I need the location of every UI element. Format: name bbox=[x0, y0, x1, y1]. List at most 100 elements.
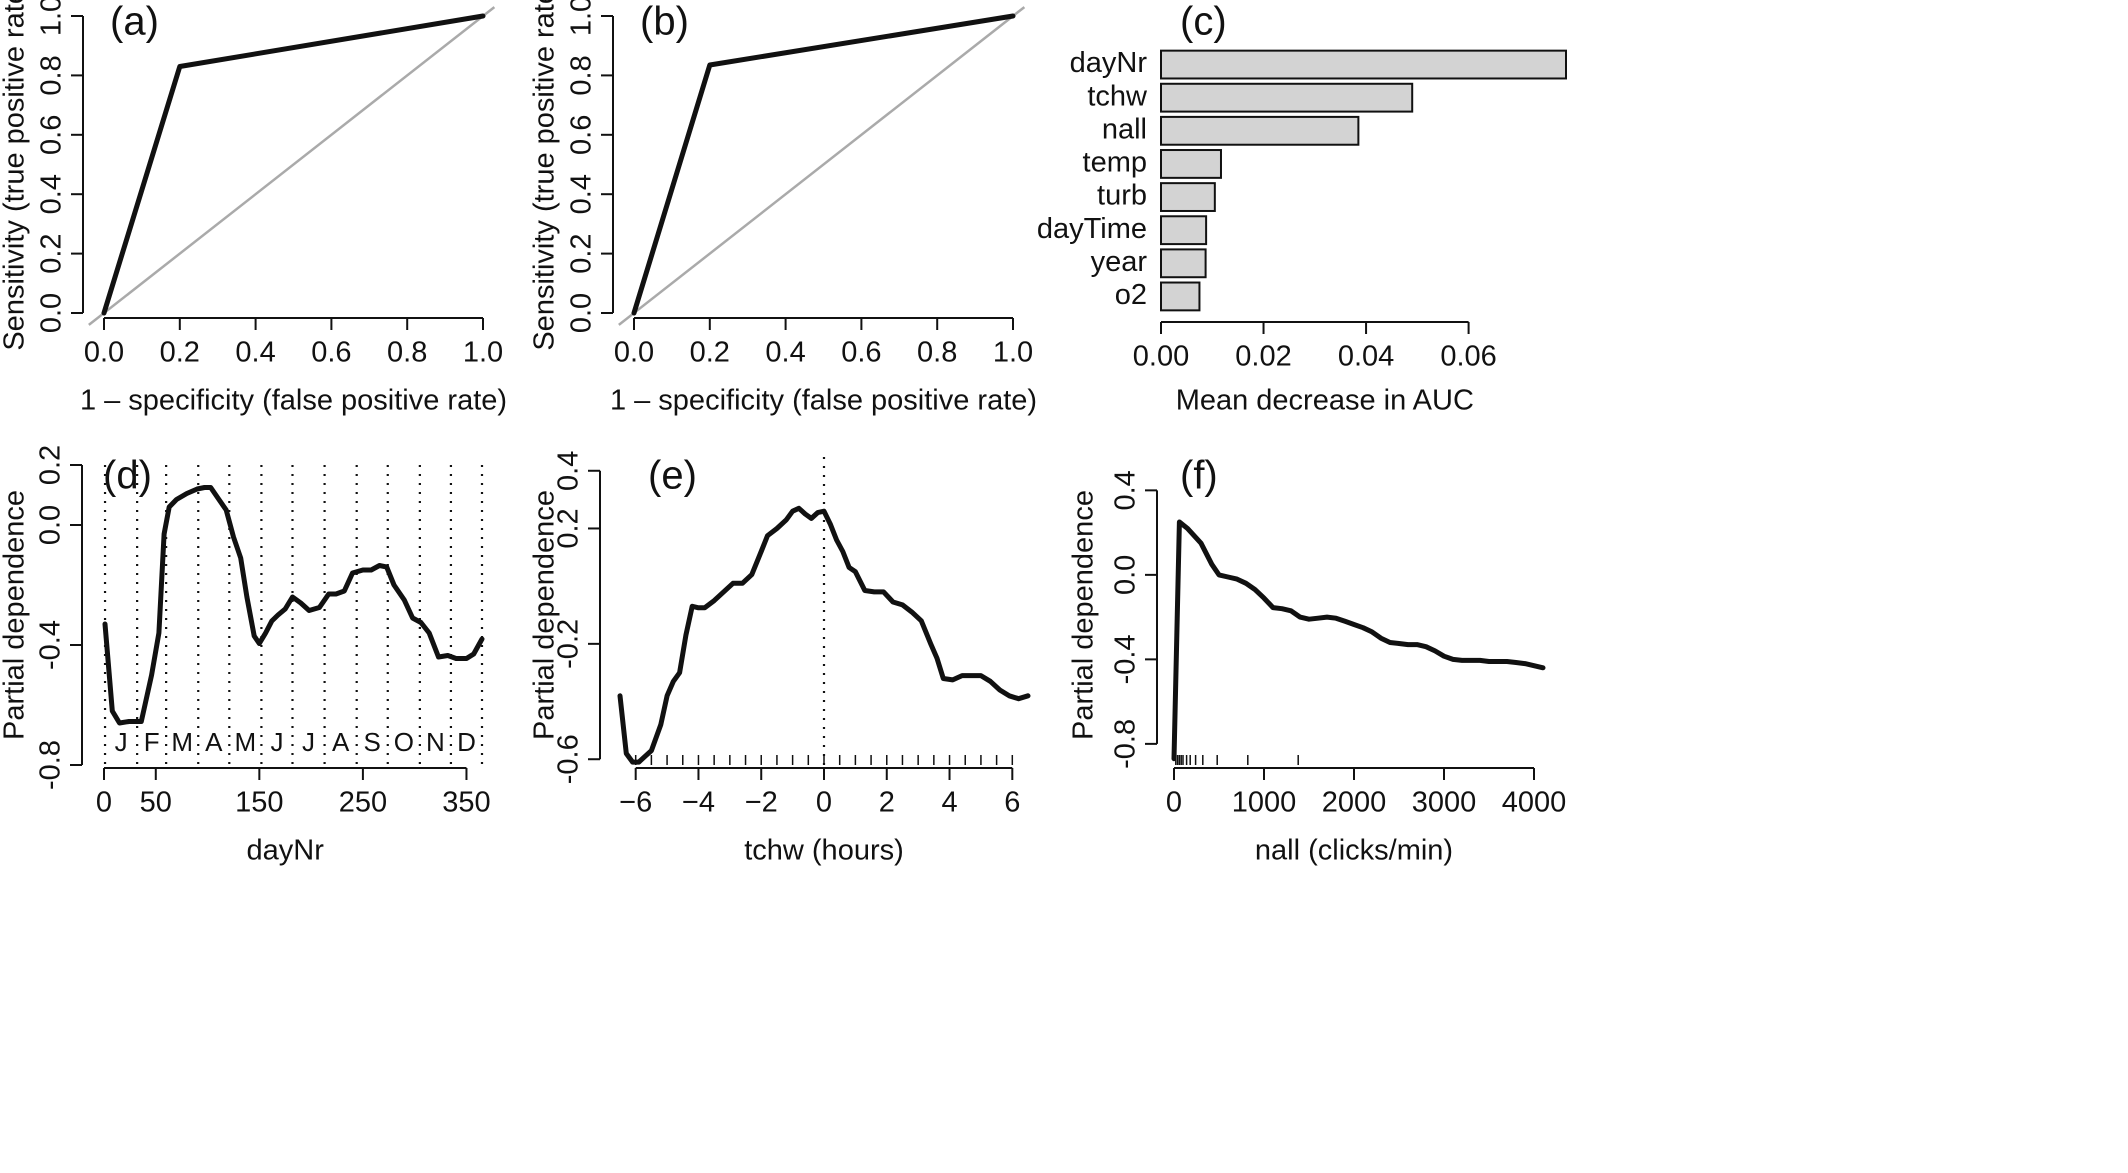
x-tick-label: 50 bbox=[140, 787, 172, 819]
panel-label: (b) bbox=[640, 0, 689, 44]
month-label: J bbox=[115, 727, 128, 757]
panel-label: (c) bbox=[1180, 0, 1227, 44]
y-tick-label: 1.0 bbox=[36, 0, 68, 36]
x-tick-label: 0.4 bbox=[235, 337, 275, 369]
category-label: tchw bbox=[1087, 80, 1148, 112]
bar-o2 bbox=[1160, 281, 1201, 312]
y-tick-label: 0.4 bbox=[36, 174, 68, 214]
month-label: M bbox=[171, 727, 193, 757]
roc-curve bbox=[101, 13, 486, 316]
roc-curve bbox=[631, 13, 1016, 316]
category-label: dayTime bbox=[1037, 213, 1147, 245]
y-tick-label: 0.6 bbox=[36, 115, 68, 155]
y-tick-label: 0.2 bbox=[35, 445, 67, 485]
panel-label: (e) bbox=[648, 454, 697, 498]
y-axis-label: Partial dependence bbox=[0, 490, 31, 740]
bar-dayTime bbox=[1160, 215, 1208, 246]
y-tick-label: -0.8 bbox=[1110, 719, 1142, 769]
month-label: J bbox=[270, 727, 283, 757]
x-tick-label: 0.06 bbox=[1440, 341, 1496, 373]
y-tick-label: -0.2 bbox=[553, 619, 585, 669]
x-tick-label: 0.0 bbox=[614, 337, 654, 369]
y-tick-label: 1.0 bbox=[566, 0, 598, 36]
y-tick-label: -0.4 bbox=[1110, 634, 1142, 684]
x-tick-label: 0.4 bbox=[765, 337, 805, 369]
y-axis-label: Partial dependence bbox=[529, 490, 561, 740]
x-tick-label: 2 bbox=[879, 787, 895, 819]
category-label: nall bbox=[1102, 113, 1147, 145]
bar-year bbox=[1160, 248, 1207, 279]
x-tick-label: 1.0 bbox=[463, 337, 503, 369]
month-label: A bbox=[205, 727, 223, 757]
y-tick-label: 0.4 bbox=[566, 174, 598, 214]
x-tick-label: 0 bbox=[816, 787, 832, 819]
y-tick-label: -0.8 bbox=[35, 740, 67, 790]
x-tick-label: 1000 bbox=[1232, 787, 1297, 819]
panel-label: (f) bbox=[1180, 454, 1218, 498]
panel-label: (d) bbox=[103, 454, 152, 498]
x-tick-label: 350 bbox=[442, 787, 490, 819]
y-tick-label: 0.8 bbox=[566, 55, 598, 95]
x-tick-label: 0.2 bbox=[690, 337, 730, 369]
panel-a: 0.0 0.2 0.4 0.6 0.8 1.00.00.20.40.60.81.0Sens… bbox=[0, 0, 507, 417]
y-tick-label: -0.6 bbox=[553, 734, 585, 784]
diagonal-reference-line bbox=[618, 6, 1026, 326]
x-axis-label: Mean decrease in AUC bbox=[1176, 385, 1474, 417]
month-label: A bbox=[332, 727, 350, 757]
x-tick-label: 3000 bbox=[1412, 787, 1477, 819]
month-label: N bbox=[426, 727, 445, 757]
y-tick-label: 0.2 bbox=[566, 233, 598, 273]
category-label: o2 bbox=[1115, 279, 1147, 311]
panel-label: (a) bbox=[110, 0, 159, 44]
y-tick-label: 0.4 bbox=[553, 451, 585, 491]
y-tick-label: 0.4 bbox=[1110, 470, 1142, 510]
x-tick-label: 0.04 bbox=[1338, 341, 1394, 373]
x-tick-label: 4000 bbox=[1502, 787, 1567, 819]
month-label: M bbox=[235, 727, 257, 757]
x-tick-label: 6 bbox=[1004, 787, 1020, 819]
y-axis-label: Sensitivity (true positive rate) bbox=[529, 0, 561, 351]
partial-dependence-curve bbox=[1171, 519, 1546, 762]
y-tick-label: 0.2 bbox=[36, 233, 68, 273]
y-tick-label: -0.4 bbox=[35, 620, 67, 670]
panel-b: 0.0 0.2 0.4 0.6 0.8 1.00.00.20.40.60.81.0Sens… bbox=[529, 0, 1037, 417]
x-tick-label: −4 bbox=[682, 787, 715, 819]
category-label: turb bbox=[1097, 180, 1147, 212]
x-tick-label: −2 bbox=[745, 787, 778, 819]
month-label: O bbox=[394, 727, 414, 757]
category-label: dayNr bbox=[1070, 47, 1148, 79]
month-label: J bbox=[302, 727, 315, 757]
y-tick-label: 0.0 bbox=[36, 293, 68, 333]
x-tick-label: 0.00 bbox=[1133, 341, 1189, 373]
x-tick-label: 0.6 bbox=[311, 337, 351, 369]
x-axis-label: nall (clicks/min) bbox=[1255, 835, 1453, 867]
bar-tchw bbox=[1160, 82, 1414, 113]
x-axis-label: 1 – specificity (false positive rate) bbox=[80, 385, 507, 417]
x-tick-label: −6 bbox=[619, 787, 652, 819]
bar-nall bbox=[1160, 115, 1360, 146]
x-tick-label: 4 bbox=[941, 787, 957, 819]
panel-d: J F M A M J J A S O N D0 50 150 250 350-0.8-0.40.00.2Pa… bbox=[0, 445, 491, 867]
y-tick-label: 0.0 bbox=[35, 505, 67, 545]
y-tick-label: 0.8 bbox=[36, 55, 68, 95]
x-axis-label: 1 – specificity (false positive rate) bbox=[610, 385, 1037, 417]
month-label: F bbox=[144, 727, 160, 757]
partial-dependence-curve bbox=[102, 485, 485, 726]
category-label: temp bbox=[1083, 147, 1147, 179]
x-axis-label: tchw (hours) bbox=[744, 835, 904, 867]
x-tick-label: 150 bbox=[235, 787, 283, 819]
y-tick-label: 0.0 bbox=[1110, 555, 1142, 595]
bar-dayNr bbox=[1160, 49, 1567, 80]
month-label: D bbox=[457, 727, 476, 757]
x-tick-label: 2000 bbox=[1322, 787, 1387, 819]
y-tick-label: 0.6 bbox=[566, 115, 598, 155]
panel-f: 0 1000 2000 3000 4000 -0.8 -0.4 0.0 0.4 Partial d… bbox=[1068, 454, 1567, 867]
bar-turb bbox=[1160, 182, 1216, 212]
x-tick-label: 1.0 bbox=[993, 337, 1033, 369]
x-tick-label: 0.8 bbox=[387, 337, 427, 369]
category-label: year bbox=[1091, 246, 1148, 278]
x-tick-label: 0 bbox=[96, 787, 112, 819]
x-tick-label: 0.6 bbox=[841, 337, 881, 369]
